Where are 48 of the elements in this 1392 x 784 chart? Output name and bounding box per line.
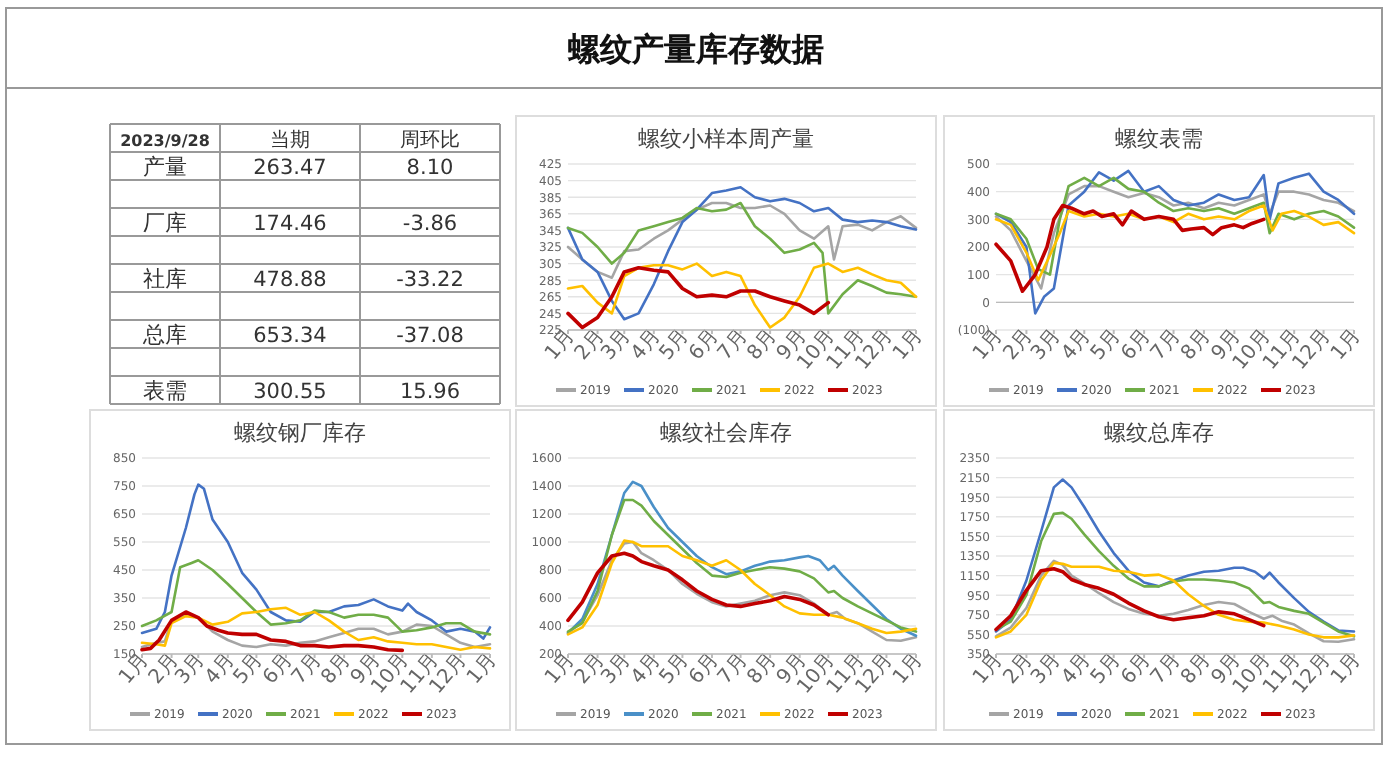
line-series xyxy=(566,185,918,321)
line-series xyxy=(140,558,492,636)
x-tick-label: 1月 xyxy=(1327,649,1366,689)
x-tick-label: 1月 xyxy=(1327,325,1366,365)
data-label: 653.34 xyxy=(253,324,328,348)
line-series xyxy=(994,176,1356,276)
line-series xyxy=(994,478,1356,633)
text: 螺纹产量库存数据 xyxy=(566,30,824,68)
data-label: 300.55 xyxy=(253,380,327,404)
chart-title: 螺纹总库存 xyxy=(1104,420,1214,446)
category-label: 社库 xyxy=(143,266,187,292)
line-series xyxy=(994,566,1266,632)
data-label: 174.46 xyxy=(253,212,328,236)
line-series xyxy=(140,610,405,653)
line-series xyxy=(994,204,1356,282)
line-series xyxy=(566,201,918,279)
line-series xyxy=(140,613,492,649)
line-series xyxy=(140,606,492,652)
category-label: 产量 xyxy=(143,154,187,180)
data-label: -3.86 xyxy=(402,212,458,236)
chart-title: 螺纹表需 xyxy=(1115,126,1203,152)
text: 当期 xyxy=(270,128,310,152)
chart-title: 螺纹小样本周产量 xyxy=(638,126,814,152)
chart-title: 螺纹钢厂库存 xyxy=(234,420,366,446)
x-tick-label: 1月 xyxy=(889,325,928,365)
data-label: -33.22 xyxy=(396,268,464,292)
line-series xyxy=(566,265,831,330)
line-series xyxy=(140,483,492,640)
data-label: 263.47 xyxy=(253,156,327,180)
line-series xyxy=(994,184,1356,290)
line-series xyxy=(566,551,831,623)
category-label: 厂库 xyxy=(143,210,187,236)
line-series xyxy=(994,169,1356,315)
category-label: 表需 xyxy=(143,378,187,404)
line-series xyxy=(566,262,918,329)
chart-title: 螺纹社会库存 xyxy=(660,420,792,446)
category-label: 总库 xyxy=(141,322,187,348)
text: 2023/9/28 xyxy=(120,132,211,150)
line-series xyxy=(994,511,1356,638)
text: 周环比 xyxy=(400,128,460,152)
data-label: -37.08 xyxy=(396,324,464,348)
line-series xyxy=(566,201,918,315)
line-series xyxy=(994,203,1266,294)
x-tick-label: 1月 xyxy=(889,649,928,689)
data-label: 8.10 xyxy=(406,156,454,180)
data-label: 15.96 xyxy=(399,380,461,404)
data-label: 478.88 xyxy=(253,268,327,292)
x-tick-label: 1月 xyxy=(463,649,502,689)
